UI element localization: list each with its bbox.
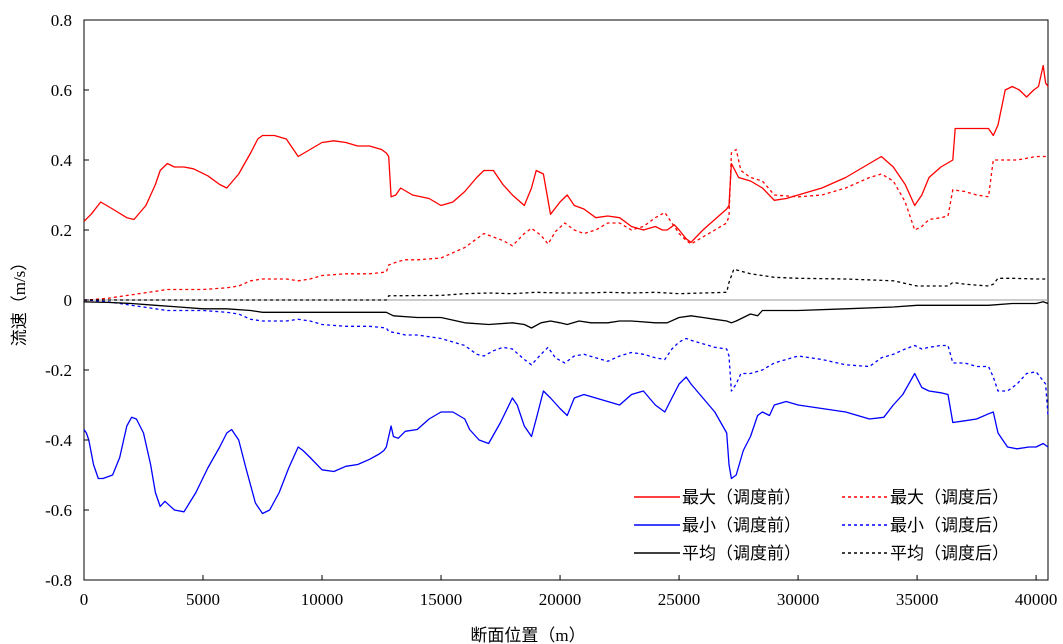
series-line-4 (83, 301, 1049, 329)
legend-label-4: 平均（调度前） (682, 544, 801, 563)
y-tick-label: -0.8 (45, 571, 72, 590)
y-tick-label: 0.4 (51, 151, 73, 170)
x-tick-label: 35000 (896, 590, 939, 609)
x-tick-label: 20000 (539, 590, 582, 609)
x-axis-ticks: 0 5000 10000 15000 20000 25000 30000 35000 40000 (80, 575, 1058, 609)
x-tick-label: 25000 (658, 590, 701, 609)
legend-label-0: 最大（调度前） (682, 488, 801, 507)
y-tick-label: 0 (64, 291, 73, 310)
x-tick-label: 0 (80, 590, 89, 609)
legend-label-3: 最小（调度后） (890, 516, 1009, 535)
x-axis-label: 断面位置（m） (470, 626, 585, 644)
x-tick-label: 40000 (1015, 590, 1058, 609)
series-line-5 (84, 268, 1048, 301)
x-tick-label: 10000 (301, 590, 344, 609)
series-line-2 (83, 372, 1049, 515)
plot-area (83, 19, 1049, 581)
y-tick-label: 0.2 (51, 221, 72, 240)
series-line-3 (83, 299, 1049, 416)
y-tick-label: 0.8 (51, 11, 72, 30)
x-tick-label: 15000 (420, 590, 463, 609)
legend: 最大（调度前） 最大（调度后） 最小（调度前） 最小（调度后） 平均（调度前） 平均（调度… (634, 488, 1009, 563)
legend-label-1: 最大（调度后） (890, 488, 1009, 507)
series-line-1 (83, 148, 1048, 301)
x-tick-label: 5000 (186, 590, 220, 609)
legend-label-2: 最小（调度前） (682, 516, 801, 535)
x-tick-label: 30000 (777, 590, 820, 609)
series-line-0 (83, 64, 1049, 243)
y-axis-ticks: -0.8 -0.6 -0.4 -0.2 0 0.2 0.4 0.6 0.8 (45, 11, 89, 590)
series-layer (83, 64, 1049, 515)
y-tick-label: -0.4 (45, 431, 72, 450)
y-tick-label: 0.6 (51, 81, 72, 100)
y-axis-label: 流速（m/s） (10, 254, 29, 347)
y-tick-label: -0.6 (45, 501, 72, 520)
legend-label-5: 平均（调度后） (890, 544, 1009, 563)
y-tick-label: -0.2 (45, 361, 72, 380)
